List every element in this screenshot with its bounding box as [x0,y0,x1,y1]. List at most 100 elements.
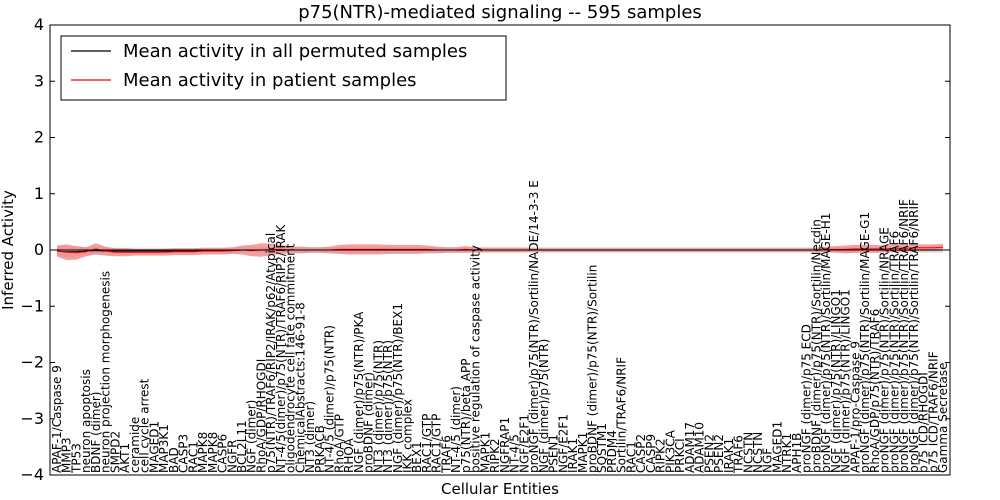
entity-label: RIPK2 [488,438,502,473]
entity-label: MAGED1 [771,421,785,473]
entity-label: NGF (dimer)/p75(NTR)/LINGO1 [829,289,843,473]
chart-title: p75(NTR)-mediated signaling -- 595 sampl… [298,2,702,23]
y-axis-label: Inferred Activity [0,190,17,310]
entity-label: proNGF (dimer)/p75 ECD [800,324,814,473]
entity-label: PIK3CA [663,429,677,473]
entity-label: neuron projection morphogenesis [99,271,113,473]
entity-label: ceramide [128,417,142,473]
entity-label: MAPK1 [478,432,492,473]
entity-label: BCL2L11 [235,420,249,473]
entity-label: MAP3K1 [157,424,171,473]
y-tick-label: 4 [34,15,44,34]
entity-label: SQSTM1 [595,423,609,473]
entity-label: proBDNF (dimer)/p75(NTR)/Sortilin [586,265,600,473]
legend-permuted-label: Mean activity in all permuted samples [123,41,467,62]
entity-label: NGF (dimer)/p75(NTR)/PKA [352,311,366,473]
entity-label: neuron apoptosis [79,369,93,473]
entity-label: CASP9 [644,434,658,473]
x-axis-label: Cellular Entities [441,480,559,498]
entity-label: cell cycle arrest [138,378,152,473]
y-tick-label: −3 [20,409,44,428]
legend: Mean activity in all permuted samples Me… [60,35,507,101]
entity-label: NGF (dimer)/p75(NTR) [537,339,551,473]
entity-label: ChemicalAbstracts:146-91-8 [293,302,307,473]
entity-label: ADAM10 [693,422,707,473]
entity-label: PSEN2 [712,434,726,473]
entity-label: IRAK1 [722,438,736,473]
entity-label: NT-4/5 (dimer) [449,386,463,473]
y-axis-ticks: −4 −3 −2 −1 0 1 2 3 4 [20,15,950,484]
entity-label: NGF/E2F1 [517,414,531,473]
entity-label: MAPK1 [576,432,590,473]
y-tick-label: −4 [20,465,44,484]
y-tick-label: −2 [20,353,44,372]
entity-label: PRKCI [673,438,687,473]
entity-label: BAD [167,447,181,473]
entity-label: proNGF (dimer)/p75(NTR)/Sortilin/MAGE-H1 [819,213,833,473]
entity-label: NGF (dimer)/p75(NTR)/BEX1 [391,303,405,473]
entity-label: RAC1/GTP [420,414,434,473]
entity-label: NGFR [225,439,239,473]
patient-spread-band [57,243,943,261]
y-tick-label: 1 [34,184,44,203]
entity-label: PSEN2 [702,434,716,473]
entity-label: ADAM17 [683,422,697,473]
entity-label: APH1B [790,433,804,473]
entity-label: NCSTN [751,432,765,473]
entity-label: BEX1 [410,441,424,473]
entity-label: TRAF6 [732,435,746,474]
y-tick-label: 2 [34,128,44,147]
entity-label: RhoA/GDP/p75(NTR)/TRAF6 [868,309,882,473]
entity-label: MMP3 [60,437,74,473]
legend-box [60,35,507,101]
entity-label: NGF (dimer)/p75(NTR)/LINGO1 [839,289,853,473]
entity-label: positive regulation of caspase activity [469,245,483,473]
entity-label: proNGF (dimer)/p75(NTR)/Sortilin/TRAF6 [887,231,901,473]
entity-label: p75(NTR)/TRAF6/RIP2/IRAK/p62/Atypical [264,233,278,473]
entity-label: NT3 (dimer)/p75(NTR) [371,340,385,473]
entity-label: NGF/E2F1 [556,414,570,473]
entity-label: MAPK8 [206,432,220,473]
entity-label: NGFRAP1 [498,417,512,473]
entity-label: NT3 (dimer)/p75(NTR) [381,340,395,473]
entity-label: proNGF (dimer)/p75(NTR)/Sortilin/NRAGE [878,227,892,473]
entity-label: IKK complex [401,399,415,473]
entity-label: NGF (dimer) [245,400,259,473]
entity-label: CASP2 [634,434,648,473]
entity-label: TP53 [70,443,84,474]
entity-label: NT-4/5 [508,434,522,473]
entity-label: NT-4/5 (dimer)/p75(NTR) [323,325,337,473]
entity-label: CASP6 [216,434,230,473]
entity-label: Sortilin/TRAF6/NRIF [615,357,629,473]
entity-label: Gamma Secretase [936,362,950,473]
entity-label: p75 ICD/TRAF6/NRIF [926,351,940,473]
entity-label: NT3 (dimer) [303,401,317,473]
entity-label: APAF-1/pro-Caspase 9 [848,341,862,473]
entity-label: NCSTN [741,432,755,473]
entity-label: NT-4/5(dimer)/p75(NTR)/TRAF6/RIP2/IRAK [274,223,288,473]
entity-label: proBDNF (dimer)/p75(NTR)/Sortilin/Necdin [809,219,823,473]
entity-label: oligodendrocyte cell fate commitment [284,243,298,473]
entity-label: IRAK1 [566,438,580,473]
entity-label: RIPK2 [654,438,668,473]
entity-label: PRDM4 [605,430,619,473]
entity-label: proNGF (dimer)/p75(NTR)/Sortilin/MAGE-G1 [858,212,872,473]
entity-label: proBDNF (dimer) [362,372,376,473]
y-tick-label: 0 [34,240,44,259]
entity-label: SMPD2 [108,431,122,473]
entity-label: RHOA [342,437,356,473]
legend-patient-label: Mean activity in patient samples [123,70,417,91]
entity-label: RAC1/GTP [430,414,444,473]
entity-label: AKT1 [118,443,132,473]
entity-label: MAPK8 [196,432,210,473]
entity-label: p75 ICD/RHOGDI [917,372,931,473]
entity-label: NGF [761,448,775,473]
entity-label: RhoA/GTP [332,414,346,473]
entity-label: CASP3 [177,434,191,473]
entity-label: proNGF (dimer)/p75(NTR)/Sortilin/NADE/14… [527,180,541,473]
entity-label: proNGF (dimer)/p75(NTR)/Sortilin/TRAF6/N… [907,199,921,473]
y-tick-label: 3 [34,71,44,90]
entity-label: p75(NTR)/beta APP [459,359,473,474]
entity-label: proNGF (dimer)/p75(NTR)/Sortilin/TRAF6/N… [897,199,911,473]
